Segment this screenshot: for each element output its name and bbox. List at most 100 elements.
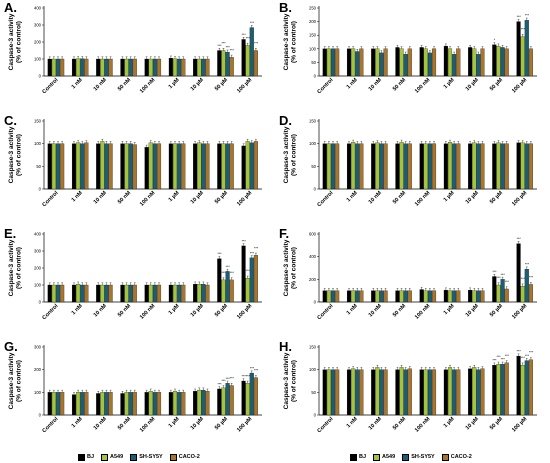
bar-sh-sy5y-1-nm (80, 58, 85, 77)
bar-sh-sy5y-100-nm (152, 58, 157, 77)
y-tick-label: 100 (309, 141, 317, 146)
bar-sh-sy5y-50-nm (128, 284, 133, 303)
legend-item-sh-sy5y: SH-SY5Y (130, 453, 163, 461)
bar-caco-2-1-um (456, 48, 461, 77)
x-tick-label-50-nm: 50 nM (392, 190, 408, 206)
bar-bj-1-um (168, 284, 173, 303)
x-tick-label-1-nm: 1 nM (346, 190, 359, 203)
significance-label: *** (521, 356, 526, 360)
bar-sh-sy5y-1-nm (355, 369, 360, 416)
bar-sh-sy5y-1-um (452, 143, 457, 190)
bar-a549-50-um (496, 45, 501, 77)
bar-caco-2-10-um (480, 143, 485, 190)
bar-caco-2-1-um (181, 143, 186, 190)
bar-bj-100-nm (419, 369, 424, 416)
bar-bj-1-nm (71, 284, 77, 303)
chart-svg-h: Caspase-3 activity(% of control) 0 50 100 15… (283, 345, 537, 434)
panel-letter: E. (4, 226, 17, 241)
bar-caco-2-10-um (205, 284, 210, 303)
bar-caco-2-100-um (528, 284, 533, 303)
significance-label: *** (501, 358, 506, 362)
chart-panel-h: H. Caspase-3 activity(% of control) 0 50 10… (275, 339, 550, 452)
significance-label: *** (217, 382, 222, 386)
bar-bj-1-nm (346, 369, 352, 416)
x-tick-label-1-nm: 1 nM (71, 77, 84, 90)
bar-bj-control (322, 48, 327, 77)
legend-label: CACO-2 (450, 454, 472, 460)
bar-a549-1-um (172, 284, 178, 303)
bar-bj-100-um (241, 380, 246, 416)
bar-bj-50-nm (395, 143, 400, 190)
bar-a549-100-um (520, 365, 525, 416)
bar-sh-sy5y-10-nm (104, 143, 109, 190)
x-tick-label-50-nm: 50 nM (392, 303, 408, 319)
y-axis-label: Caspase-3 activity(% of control) (8, 126, 23, 183)
panel-letter: C. (4, 113, 17, 128)
bar-sh-sy5y-1-um (452, 369, 457, 416)
x-tick-label-1-um: 1 µM (443, 77, 456, 90)
bar-bj-100-um (241, 145, 246, 190)
bar-a549-50-nm (399, 367, 404, 416)
bar-a549-10-um (472, 142, 477, 190)
bar-a549-50-nm (124, 284, 129, 303)
bar-sh-sy5y-control (55, 284, 61, 303)
x-tick-label-10-nm: 10 nM (368, 190, 384, 206)
bar-caco-2-50-um (229, 57, 234, 77)
bar-a549-control (326, 290, 331, 303)
y-tick-label: 300 (34, 249, 42, 254)
x-tick-label-10-um: 10 µM (465, 77, 480, 92)
y-tick-label: 200 (309, 19, 317, 24)
y-tick-label: 50 (36, 164, 41, 169)
bar-bj-1-um (168, 58, 173, 77)
panel-letter: H. (279, 339, 292, 354)
bar-a549-1-um (447, 142, 453, 190)
bar-bj-50-um (492, 143, 497, 190)
legend-label: CACO-2 (178, 454, 200, 460)
y-tick-label: 200 (34, 367, 42, 372)
x-tick-label-50-um: 50 µM (214, 303, 229, 318)
bar-a549-10-um (197, 389, 202, 416)
bar-caco-2-1-nm (84, 58, 89, 77)
bar-a549-1-um (172, 391, 178, 416)
bar-caco-2-1-um (456, 143, 461, 190)
bar-a549-100-um (245, 383, 250, 416)
y-tick-label: 100 (34, 141, 42, 146)
x-tick-label-control: Control (316, 303, 334, 321)
bar-sh-sy5y-100-nm (427, 143, 432, 190)
bar-a549-100-nm (423, 48, 428, 77)
bar-caco-2-100-um (253, 377, 258, 416)
significance-label: *** (222, 42, 227, 46)
bar-bj-100-um (516, 243, 521, 303)
bar-sh-sy5y-100-nm (427, 290, 432, 303)
bar-caco-2-control (335, 143, 340, 190)
significance-label: *** (250, 367, 255, 371)
bar-sh-sy5y-100-nm (427, 52, 432, 77)
x-tick-label-50-um: 50 µM (489, 303, 504, 318)
bar-sh-sy5y-control (330, 48, 336, 77)
bar-caco-2-100-um (528, 48, 533, 77)
bar-sh-sy5y-50-um (225, 52, 230, 77)
x-tick-label-100-um: 100 µM (511, 303, 529, 321)
x-tick-label-100-nm: 100 nM (414, 190, 432, 208)
y-tick-label: 0 (314, 187, 317, 192)
bar-sh-sy5y-control (55, 392, 61, 416)
x-tick-label-10-um: 10 µM (190, 77, 205, 92)
bar-caco-2-50-nm (407, 48, 412, 77)
x-tick-label-1-nm: 1 nM (71, 303, 84, 316)
y-tick-label: 200 (34, 40, 42, 45)
significance-label: *** (525, 14, 530, 18)
bar-a549-10-nm (100, 141, 105, 190)
bar-sh-sy5y-10-um (476, 369, 481, 416)
bar-sh-sy5y-1-um (177, 284, 182, 303)
bar-a549-1-um (447, 290, 453, 303)
chart-panel-d: D. Caspase-3 activity(% of control) 0 50 10… (275, 113, 550, 226)
bar-a549-control (51, 143, 56, 190)
bar-caco-2-10-um (480, 290, 485, 303)
bar-bj-100-nm (144, 284, 149, 303)
chart-svg-a: Caspase-3 activity(% of control) 0 100 200 3… (8, 6, 262, 95)
x-tick-label-50-nm: 50 nM (117, 416, 133, 432)
y-tick-label: 0 (314, 413, 317, 418)
x-tick-label-50-nm: 50 nM (117, 190, 133, 206)
bar-caco-2-100-um (253, 255, 258, 303)
significance-label: *** (497, 355, 502, 359)
